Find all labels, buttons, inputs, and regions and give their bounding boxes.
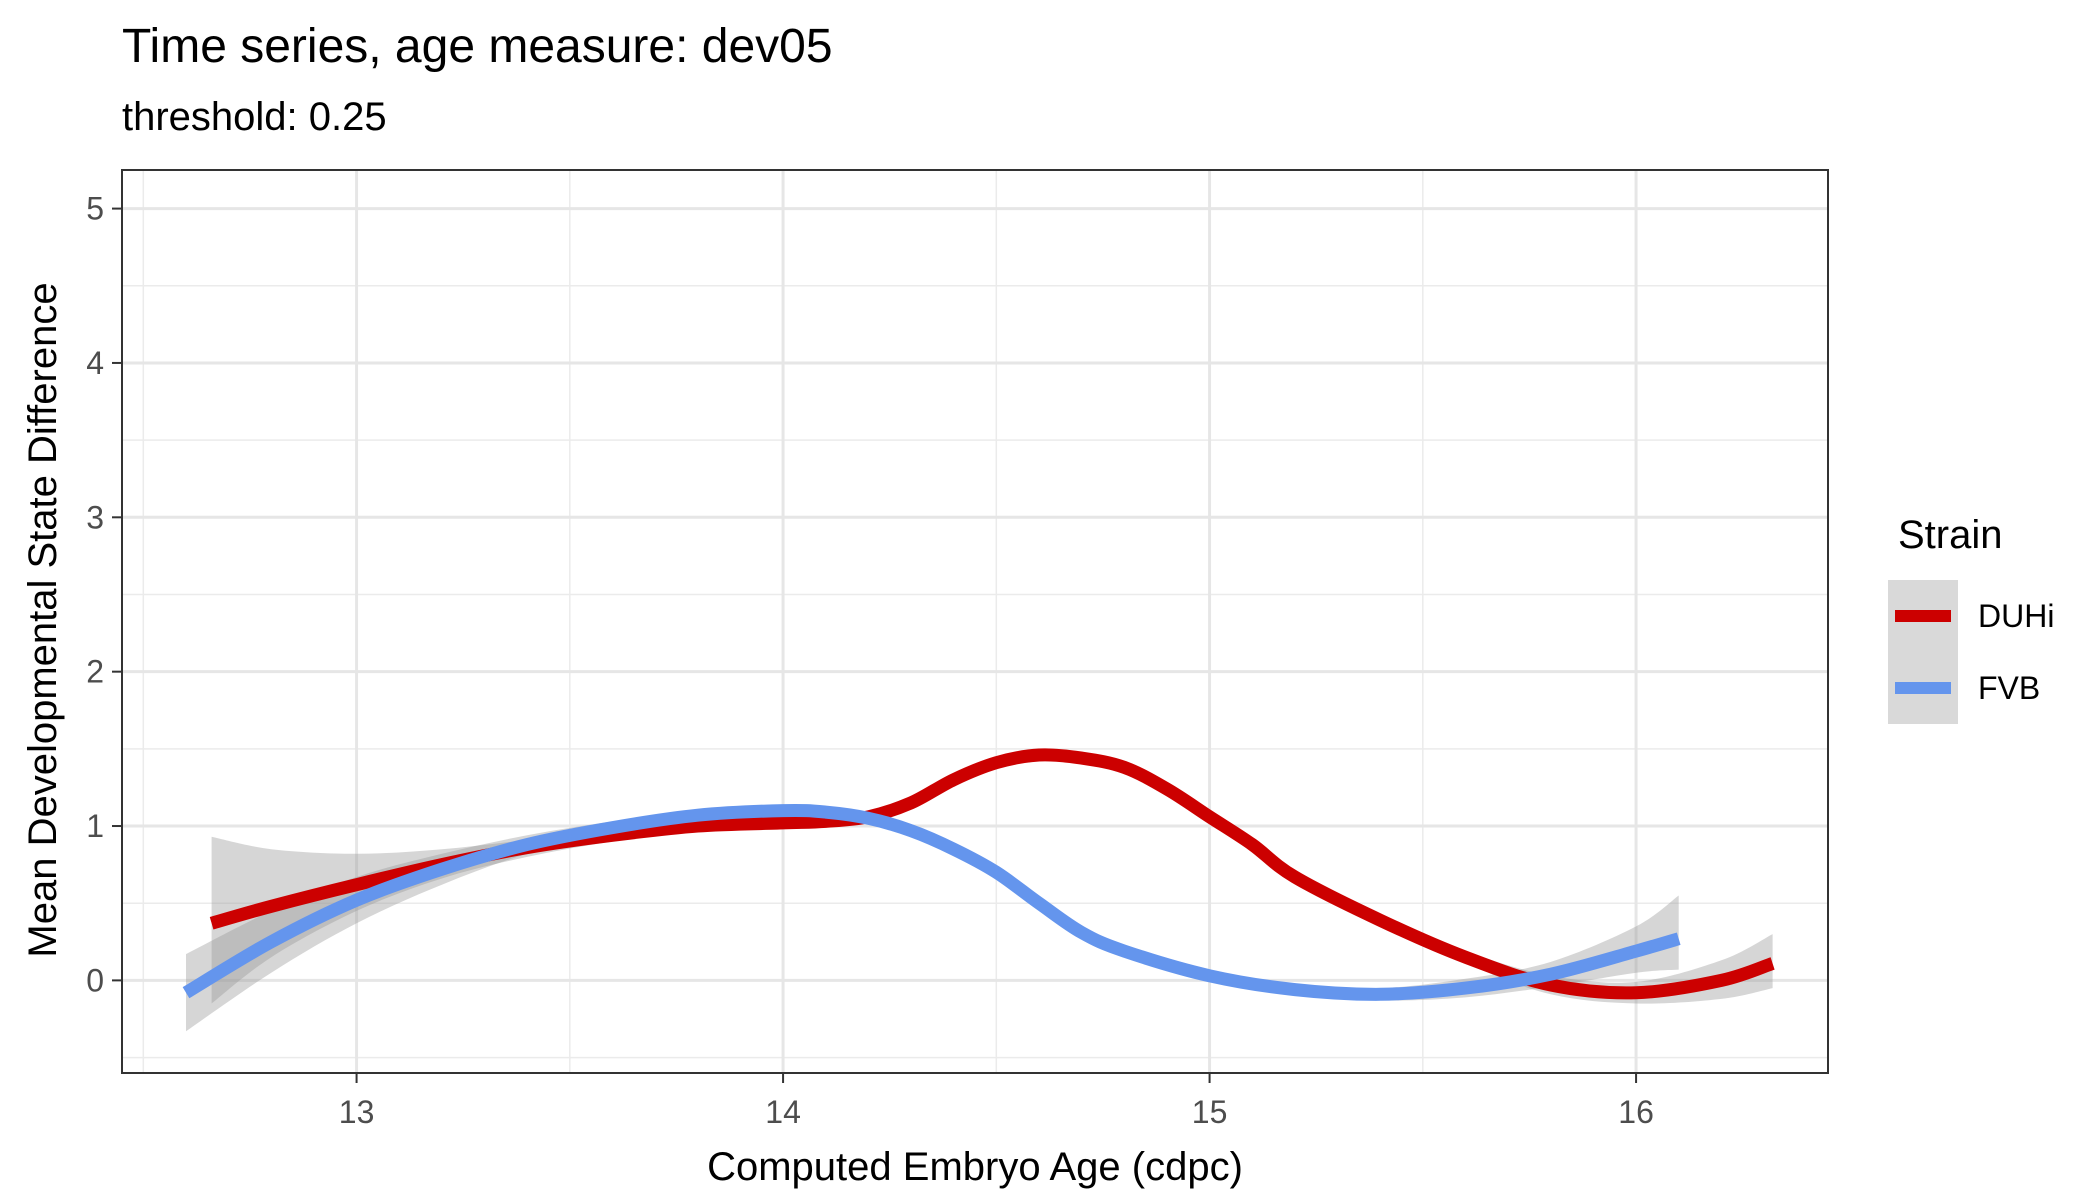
x-tick-label: 14 [765, 1094, 801, 1130]
y-tick-label: 3 [86, 499, 104, 535]
legend-item-duhi: DUHi [1888, 580, 2054, 652]
legend-title: Strain [1898, 513, 2003, 557]
y-tick-label: 2 [86, 654, 104, 690]
legend-label: DUHi [1978, 598, 2054, 634]
x-tick-label: 16 [1618, 1094, 1654, 1130]
series-lines [182, 748, 1775, 1001]
y-tick-label: 5 [86, 191, 104, 227]
legend-items: DUHi FVB [1888, 580, 2054, 724]
legend-label: FVB [1978, 670, 2040, 706]
x-axis: 13 14 15 16 [339, 1073, 1654, 1130]
y-tick-label: 4 [86, 345, 104, 381]
x-tick-label: 15 [1192, 1094, 1228, 1130]
y-axis: 0 1 2 3 4 5 [86, 191, 122, 998]
y-tick-label: 0 [86, 962, 104, 998]
grid [122, 170, 1828, 1073]
x-tick-label: 13 [339, 1094, 375, 1130]
panel-border [121, 169, 1829, 1074]
chart-title: Time series, age measure: dev05 [122, 20, 833, 73]
series-line-fvb [182, 803, 1681, 1001]
y-axis-label: Mean Developmental State Difference [21, 282, 65, 957]
legend: Strain DUHi FVB [1888, 513, 2054, 724]
chart-subtitle: threshold: 0.25 [122, 95, 387, 139]
x-axis-label: Computed Embryo Age (cdpc) [707, 1145, 1243, 1189]
legend-item-fvb: FVB [1888, 652, 2040, 724]
y-tick-label: 1 [86, 808, 104, 844]
